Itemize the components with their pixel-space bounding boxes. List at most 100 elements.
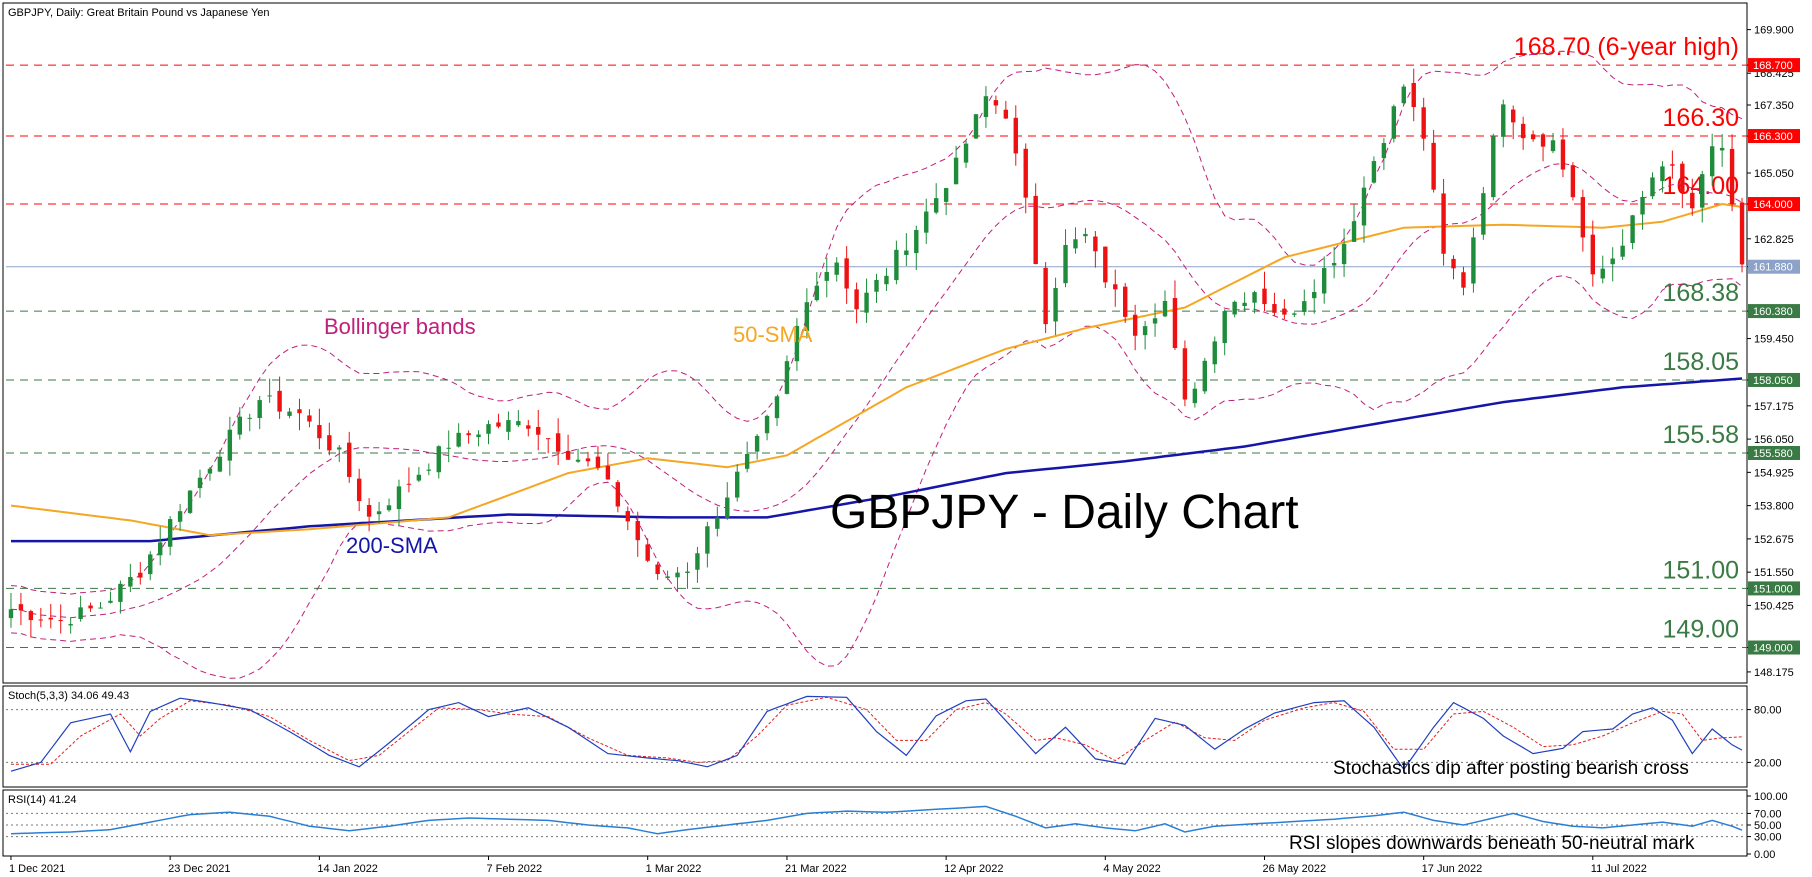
candle-body	[1132, 314, 1138, 336]
stochastic-panel: 80.00 20.00	[6, 695, 1782, 772]
candle-body	[735, 471, 740, 498]
candle-body	[1461, 272, 1466, 288]
candle-body	[1252, 292, 1257, 303]
candle-body	[1142, 326, 1148, 336]
candle-body	[1312, 291, 1317, 299]
candle-body	[1292, 313, 1297, 315]
candle-body	[1540, 134, 1546, 147]
stoch-panel-frame	[2, 685, 1748, 788]
candle-body	[1451, 258, 1456, 269]
candle-body	[1023, 148, 1028, 198]
price-tick-label: 150.425	[1754, 600, 1794, 612]
candle-body	[1570, 165, 1576, 198]
candle-body	[1610, 258, 1615, 265]
candle-body	[1113, 284, 1118, 290]
candle-body	[1700, 174, 1705, 208]
candle-body	[1073, 239, 1078, 249]
candle-body	[307, 415, 312, 422]
candle-body	[197, 477, 203, 489]
candle-body	[983, 96, 989, 118]
candle-body	[1600, 268, 1605, 279]
candle-body	[1083, 233, 1088, 237]
candle-body	[1680, 163, 1685, 193]
price-tick-label: 151.550	[1754, 567, 1794, 579]
bollinger-middle	[10, 162, 1743, 619]
candle-body	[1282, 308, 1287, 315]
price-box	[1748, 445, 1800, 460]
level-label: 158.05	[1663, 348, 1739, 376]
candle-body	[884, 275, 889, 285]
candle-body	[715, 517, 720, 529]
candle-body	[1013, 117, 1018, 154]
candle-body	[1709, 146, 1715, 177]
candle-body	[665, 576, 670, 579]
candle-body	[317, 425, 322, 439]
level-label: 168.38	[1663, 279, 1739, 307]
chart-header: GBPJPY, Daily: Great Britain Pound vs Ja…	[8, 7, 270, 19]
candle-body	[1491, 135, 1496, 198]
candle-body	[18, 604, 24, 611]
candle-body	[1511, 109, 1516, 123]
price-tick-label: 165.050	[1754, 168, 1794, 180]
candle-body	[565, 450, 571, 460]
osc-tick-label: 20.00	[1754, 757, 1782, 769]
time-tick-label: 4 May 2022	[1103, 863, 1160, 875]
price-tick-label: 159.450	[1754, 334, 1794, 346]
candle-body	[555, 433, 561, 452]
candle-body	[545, 438, 551, 440]
candle-body	[1172, 298, 1178, 348]
candle-body	[148, 554, 153, 575]
candle-body	[1302, 301, 1307, 313]
candle-body	[297, 409, 302, 414]
candle-body	[516, 421, 521, 426]
candle-body	[217, 456, 223, 472]
candle-body	[108, 600, 113, 603]
candle-body	[466, 433, 471, 436]
candle-body	[337, 447, 342, 450]
price-box	[1748, 197, 1800, 212]
candle-body	[416, 474, 422, 481]
candle-body	[1043, 267, 1048, 325]
candle-body	[88, 605, 93, 609]
candle-body	[844, 258, 849, 289]
candle-body	[575, 459, 581, 462]
candle-body	[78, 607, 83, 619]
candle-body	[257, 400, 262, 418]
candle-body	[695, 553, 700, 570]
stoch-signal-line	[11, 696, 1743, 765]
bollinger-bands	[10, 50, 1743, 679]
candle-body	[1033, 195, 1038, 265]
time-tick-label: 12 Apr 2022	[944, 863, 1003, 875]
candle-body	[1103, 246, 1108, 283]
candle-body	[1321, 268, 1327, 294]
rsi-line	[10, 805, 1743, 835]
candle-body	[1630, 215, 1635, 244]
osc-tick-label: 50.00	[1754, 820, 1782, 832]
candle-body	[1003, 109, 1009, 119]
candle-body	[1202, 360, 1208, 392]
candle-body	[1391, 106, 1397, 139]
stoch-title: Stoch(5,3,3) 34.06 49.43	[8, 690, 129, 702]
candle-body	[158, 542, 163, 556]
candle-body	[1471, 237, 1476, 284]
candle-body	[804, 302, 810, 331]
price-tick-label: 153.800	[1754, 501, 1794, 513]
price-box-label: 168.700	[1753, 60, 1793, 72]
candle-body	[207, 468, 213, 474]
candle-body	[347, 442, 352, 477]
candle-body	[963, 143, 969, 163]
bollinger-upper	[10, 50, 1743, 595]
price-box	[1748, 640, 1800, 655]
time-tick-label: 23 Dec 2021	[168, 863, 230, 875]
price-axis-boxes: 168.700 166.300 164.000 161.880 160.380 158.0…	[1748, 58, 1800, 655]
candle-body	[277, 390, 282, 412]
candle-body	[904, 250, 909, 255]
candle-body	[1660, 166, 1665, 182]
candle-body	[1739, 202, 1745, 265]
candle-body	[1580, 197, 1586, 238]
candle-body	[585, 458, 591, 462]
level-label: 168.70 (6-year high)	[1514, 33, 1739, 61]
candle-body	[1421, 107, 1426, 139]
candle-body	[138, 572, 143, 578]
